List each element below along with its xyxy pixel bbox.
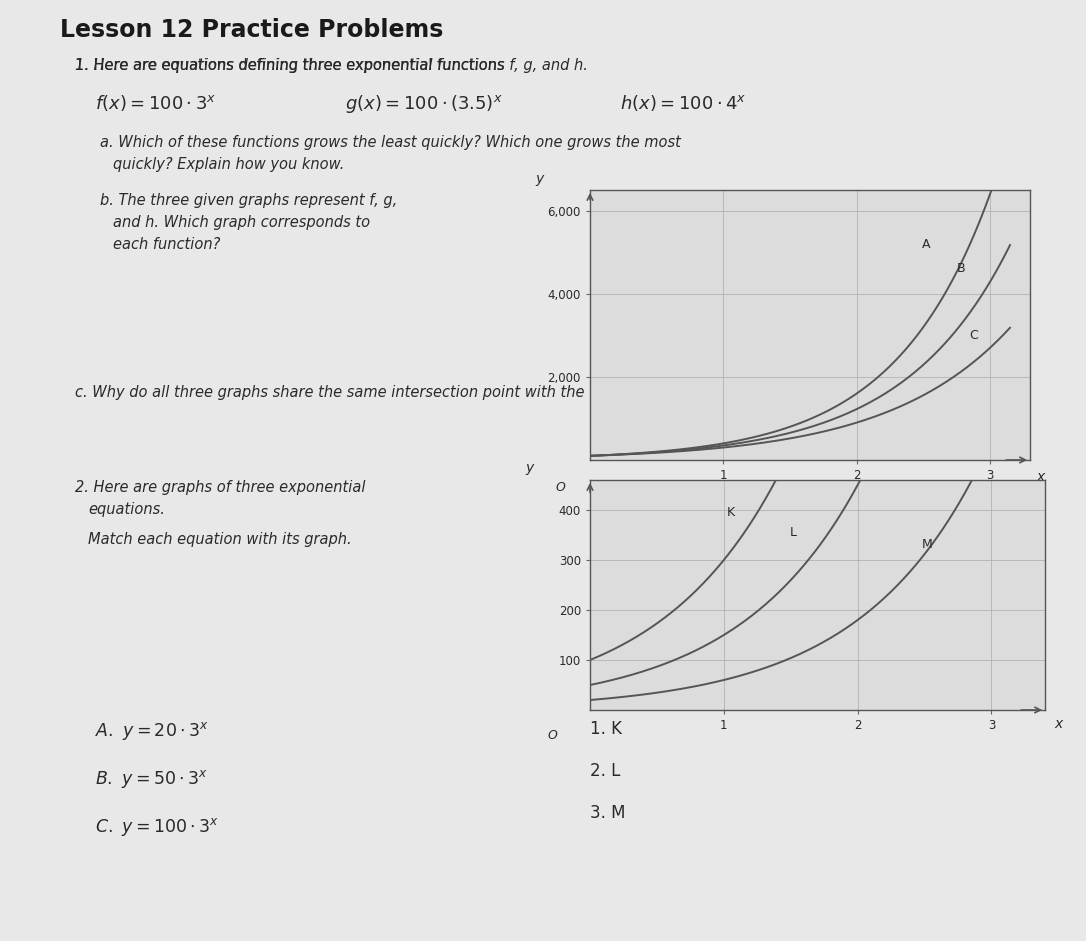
Text: x: x (1055, 717, 1062, 731)
Text: 1. Here are equations defining three exponential functions f, g, and h.: 1. Here are equations defining three exp… (75, 58, 588, 73)
Text: each function?: each function? (113, 237, 220, 252)
Text: 1. Here are equations defining three exponential functions: 1. Here are equations defining three exp… (75, 58, 509, 73)
Text: L: L (790, 526, 797, 539)
Text: equations.: equations. (88, 502, 165, 517)
Text: A: A (922, 237, 931, 250)
Text: 2. L: 2. L (590, 762, 620, 780)
Text: O: O (556, 481, 566, 494)
Text: a. Which of these functions grows the least quickly? Which one grows the most: a. Which of these functions grows the le… (100, 135, 681, 150)
Text: $f(x) = 100 \cdot 3^x$: $f(x) = 100 \cdot 3^x$ (94, 93, 216, 113)
Text: y: y (535, 172, 543, 185)
Text: 3. M: 3. M (590, 804, 626, 822)
Text: $g(x) = 100 \cdot (3.5)^x$: $g(x) = 100 \cdot (3.5)^x$ (345, 93, 503, 115)
Text: M: M (922, 538, 933, 551)
Text: Lesson 12 Practice Problems: Lesson 12 Practice Problems (60, 18, 443, 42)
Text: and h. Which graph corresponds to: and h. Which graph corresponds to (113, 215, 370, 230)
Text: 1. K: 1. K (590, 720, 622, 738)
Text: 2. Here are graphs of three exponential: 2. Here are graphs of three exponential (75, 480, 366, 495)
Text: K: K (727, 506, 734, 519)
Text: Match each equation with its graph.: Match each equation with its graph. (88, 532, 352, 547)
Text: O: O (547, 729, 557, 742)
Text: $h(x) = 100 \cdot 4^x$: $h(x) = 100 \cdot 4^x$ (620, 93, 746, 113)
Text: y: y (526, 461, 534, 475)
Text: C: C (970, 329, 978, 342)
Text: c. Why do all three graphs share the same intersection point with the vertical a: c. Why do all three graphs share the sam… (75, 385, 685, 400)
Text: B: B (957, 263, 965, 276)
Text: $C.\ y = 100 \cdot 3^x$: $C.\ y = 100 \cdot 3^x$ (94, 816, 219, 838)
Text: b. The three given graphs represent f, g,: b. The three given graphs represent f, g… (100, 193, 397, 208)
Text: $B.\ y = 50 \cdot 3^x$: $B.\ y = 50 \cdot 3^x$ (94, 768, 209, 790)
Text: $A.\ y = 20 \cdot 3^x$: $A.\ y = 20 \cdot 3^x$ (94, 720, 209, 742)
Text: quickly? Explain how you know.: quickly? Explain how you know. (113, 157, 344, 172)
Text: x: x (1037, 470, 1045, 484)
